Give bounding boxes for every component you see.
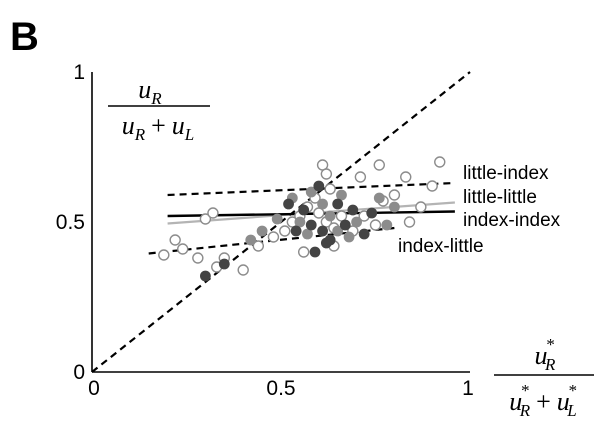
data-point-filled-gray xyxy=(294,216,306,228)
data-point-open xyxy=(403,216,416,228)
x-tick-label-1: 1 xyxy=(462,377,474,400)
data-point-open xyxy=(320,168,333,180)
data-point-open xyxy=(324,183,336,195)
data-point-open xyxy=(237,264,249,276)
data-point-filled-gray xyxy=(388,201,400,213)
data-point-filled-dark xyxy=(298,204,310,216)
data-point-filled-gray xyxy=(351,216,363,228)
data-point-open xyxy=(426,180,438,192)
data-point-filled-gray xyxy=(373,192,385,204)
data-point-filled-dark xyxy=(320,237,332,249)
data-point-filled-dark xyxy=(347,204,359,216)
data-point-open xyxy=(400,171,412,183)
data-point-open xyxy=(373,159,385,171)
x-label-denominator: u* R + u* L xyxy=(509,381,577,420)
data-point-filled-dark xyxy=(305,219,317,231)
data-point-open xyxy=(169,234,181,246)
data-point-open xyxy=(158,249,170,261)
label-little-index: little-index xyxy=(463,163,549,184)
data-point-open xyxy=(252,240,265,252)
data-point-filled-dark xyxy=(218,258,230,270)
data-point-filled-gray xyxy=(305,186,317,198)
label-little-little: little-little xyxy=(463,187,537,208)
data-point-filled-dark xyxy=(290,225,302,237)
data-point-open xyxy=(313,207,325,219)
y-tick-label-0: 0 xyxy=(73,361,85,384)
label-index-little: index-little xyxy=(398,236,484,257)
data-point-filled-dark xyxy=(313,180,325,192)
data-point-open xyxy=(297,246,310,258)
y-tick-label-0-5: 0.5 xyxy=(56,211,85,234)
x-tick-label-0: 0 xyxy=(88,377,100,400)
data-point-open xyxy=(199,213,212,225)
data-point-open xyxy=(267,231,280,243)
data-point-filled-dark xyxy=(309,246,321,258)
y-label-numerator: uR xyxy=(138,75,162,108)
data-point-filled-gray xyxy=(317,198,328,210)
data-point-filled-dark xyxy=(283,198,294,210)
data-point-filled-dark xyxy=(199,270,211,282)
label-index-index: index-index xyxy=(463,210,561,231)
data-point-open xyxy=(369,219,382,231)
y-axis-label: uR uR + uL xyxy=(108,75,210,144)
data-point-filled-gray xyxy=(302,228,313,240)
x-axis-label: u* R u* R + u* L xyxy=(494,335,594,420)
data-point-filled-gray xyxy=(256,225,268,237)
data-point-filled-dark xyxy=(339,219,351,231)
x-label-numerator: u* R xyxy=(535,335,557,374)
data-point-open xyxy=(207,207,219,219)
data-point-open xyxy=(279,225,291,237)
data-point-filled-gray xyxy=(343,231,355,243)
data-point-filled-gray xyxy=(381,219,393,231)
data-point-filled-gray xyxy=(336,189,347,201)
panel-label: B xyxy=(10,15,39,59)
data-point-open xyxy=(335,210,348,222)
data-point-filled-dark xyxy=(358,228,370,240)
data-point-filled-gray xyxy=(245,234,257,246)
data-point-filled-dark xyxy=(317,225,328,237)
data-point-filled-dark xyxy=(332,198,344,210)
data-points xyxy=(158,156,446,282)
data-point-open xyxy=(192,252,204,264)
data-point-filled-gray xyxy=(271,213,283,225)
y-label-denominator: uR + uL xyxy=(122,111,195,144)
data-point-open xyxy=(354,171,367,183)
data-point-filled-gray xyxy=(332,225,344,237)
data-point-open xyxy=(434,156,446,168)
y-tick-label-1: 1 xyxy=(73,61,85,84)
data-point-open xyxy=(388,189,401,201)
x-tick-label-0-5: 0.5 xyxy=(266,377,295,400)
data-point-filled-dark xyxy=(366,207,378,219)
data-point-filled-gray xyxy=(324,210,336,222)
tick-labels: 0 0.5 1 0 0.5 1 xyxy=(56,61,474,400)
data-point-open xyxy=(177,243,189,255)
data-point-open xyxy=(415,201,427,213)
